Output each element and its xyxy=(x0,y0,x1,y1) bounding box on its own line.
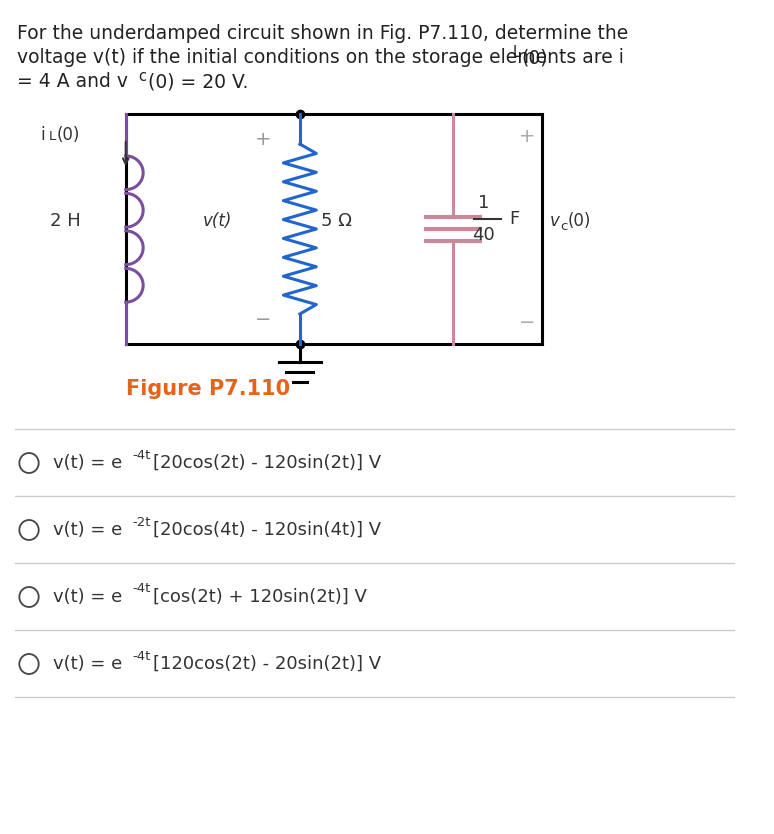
Text: i: i xyxy=(40,126,45,144)
Text: +: + xyxy=(255,129,272,148)
Text: 5 Ω: 5 Ω xyxy=(321,212,352,230)
Text: c: c xyxy=(139,69,146,84)
Text: = 4 A and v: = 4 A and v xyxy=(17,72,128,91)
Text: [20cos(4t) - 120sin(4t)] V: [20cos(4t) - 120sin(4t)] V xyxy=(153,521,382,539)
Text: -4t: -4t xyxy=(132,650,151,662)
Text: L: L xyxy=(512,45,521,60)
Text: −: − xyxy=(519,313,536,331)
Text: v(t): v(t) xyxy=(203,212,232,230)
Text: [20cos(2t) - 120sin(2t)] V: [20cos(2t) - 120sin(2t)] V xyxy=(153,454,382,472)
Text: [120cos(2t) - 20sin(2t)] V: [120cos(2t) - 20sin(2t)] V xyxy=(153,655,382,673)
Text: (0): (0) xyxy=(57,126,80,144)
Text: (0) = 20 V.: (0) = 20 V. xyxy=(148,72,248,91)
Text: v(t) = e: v(t) = e xyxy=(53,655,122,673)
Text: 40: 40 xyxy=(472,226,495,244)
Text: F: F xyxy=(509,210,519,228)
Text: voltage v(t) if the initial conditions on the storage elements are i: voltage v(t) if the initial conditions o… xyxy=(17,48,625,67)
Text: L: L xyxy=(48,130,56,143)
Text: +: + xyxy=(519,127,536,145)
Text: [cos(2t) + 120sin(2t)] V: [cos(2t) + 120sin(2t)] V xyxy=(153,588,367,606)
Text: (0): (0) xyxy=(568,212,591,230)
Text: (0): (0) xyxy=(522,48,548,67)
Text: v(t) = e: v(t) = e xyxy=(53,454,122,472)
Text: 2 H: 2 H xyxy=(50,212,81,230)
Text: v(t) = e: v(t) = e xyxy=(53,588,122,606)
Text: For the underdamped circuit shown in Fig. P7.110, determine the: For the underdamped circuit shown in Fig… xyxy=(17,24,628,43)
Text: -2t: -2t xyxy=(132,515,151,529)
Text: v(t) = e: v(t) = e xyxy=(53,521,122,539)
Text: −: − xyxy=(255,309,271,329)
Text: 1: 1 xyxy=(478,194,489,212)
Text: -4t: -4t xyxy=(132,449,151,461)
Text: -4t: -4t xyxy=(132,582,151,595)
Text: c: c xyxy=(560,219,567,233)
Text: Figure P7.110: Figure P7.110 xyxy=(125,379,290,399)
Text: v: v xyxy=(550,212,560,230)
